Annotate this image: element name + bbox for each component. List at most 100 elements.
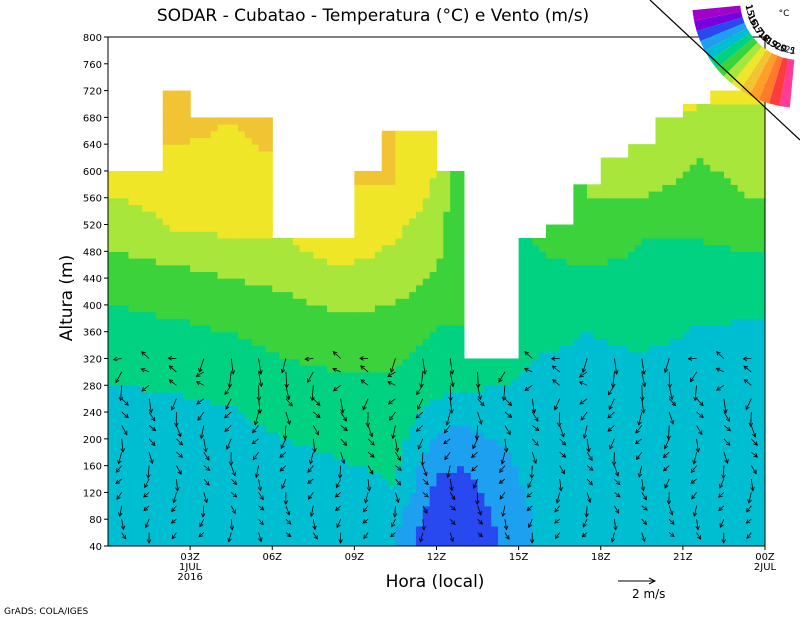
temperature-cell (696, 499, 704, 507)
temperature-cell (634, 271, 643, 279)
temperature-cell (285, 244, 294, 252)
temperature-cell (265, 284, 273, 293)
temperature-cell (361, 258, 369, 266)
temperature-cell (108, 458, 116, 467)
temperature-cell (203, 117, 212, 125)
temperature-cell (121, 264, 130, 273)
temperature-cell (279, 519, 287, 527)
temperature-cell (723, 465, 732, 473)
temperature-cell (251, 217, 260, 226)
temperature-cell (648, 251, 657, 259)
temperature-cell (162, 157, 171, 165)
temperature-cell (628, 351, 636, 360)
temperature-cell (429, 298, 438, 306)
temperature-cell (374, 438, 383, 447)
temperature-cell (265, 144, 273, 152)
temperature-cell (108, 271, 116, 279)
temperature-cell (689, 231, 698, 239)
temperature-cell (135, 264, 143, 273)
temperature-cell (621, 291, 629, 299)
temperature-cell (614, 525, 622, 534)
temperature-cell (272, 532, 280, 540)
temperature-cell (128, 519, 136, 527)
temperature-cell (374, 458, 383, 467)
temperature-cell (374, 425, 383, 433)
temperature-cell (347, 251, 355, 259)
temperature-cell (525, 264, 533, 273)
temperature-cell (525, 251, 533, 259)
temperature-cell (155, 204, 164, 212)
temperature-cell (395, 532, 403, 540)
temperature-cell (279, 412, 287, 420)
temperature-cell (450, 338, 458, 346)
temperature-cell (463, 438, 472, 447)
temperature-cell (539, 425, 547, 433)
temperature-cell (409, 458, 417, 467)
temperature-cell (717, 258, 725, 266)
temperature-cell (525, 525, 533, 534)
temperature-cell (265, 519, 273, 527)
temperature-cell (662, 345, 670, 353)
temperature-cell (436, 432, 444, 440)
temperature-cell (710, 371, 718, 380)
temperature-cell (231, 291, 239, 299)
temperature-cell (190, 251, 198, 259)
temperature-cell (669, 472, 677, 480)
temperature-cell (210, 244, 219, 252)
temperature-cell (395, 204, 403, 212)
temperature-cell (217, 197, 225, 206)
temperature-cell (703, 432, 711, 440)
temperature-cell (183, 445, 191, 453)
temperature-cell (135, 385, 143, 393)
temperature-cell (587, 425, 595, 433)
temperature-cell (196, 271, 205, 279)
temperature-cell (265, 304, 273, 313)
temperature-cell (327, 385, 335, 393)
temperature-cell (525, 519, 533, 527)
temperature-cell (676, 164, 684, 172)
temperature-cell (580, 231, 588, 239)
temperature-cell (203, 505, 212, 514)
temperature-cell (450, 278, 458, 286)
temperature-cell (689, 318, 698, 326)
temperature-cell (340, 452, 349, 460)
temperature-cell (258, 271, 266, 279)
temperature-cell (169, 204, 178, 212)
temperature-cell (162, 425, 171, 433)
temperature-cell (347, 338, 355, 346)
temperature-cell (395, 211, 403, 219)
temperature-cell (374, 197, 383, 206)
temperature-cell (368, 251, 376, 259)
temperature-cell (518, 271, 527, 279)
temperature-cell (313, 264, 321, 273)
temperature-cell (648, 385, 657, 393)
temperature-cell (614, 211, 622, 219)
temperature-cell (409, 217, 417, 226)
temperature-cell (368, 499, 376, 507)
temperature-cell (415, 170, 424, 179)
temperature-cell (231, 418, 239, 427)
temperature-cell (580, 418, 588, 427)
temperature-cell (299, 324, 308, 333)
temperature-cell (504, 499, 513, 507)
temperature-cell (381, 445, 390, 453)
temperature-cell (368, 539, 376, 546)
temperature-cell (176, 385, 184, 393)
temperature-cell (162, 177, 171, 185)
temperature-cell (162, 519, 171, 527)
temperature-cell (354, 184, 362, 192)
temperature-cell (641, 492, 650, 500)
temperature-cell (176, 284, 184, 293)
temperature-cell (354, 217, 362, 226)
temperature-cell (162, 251, 171, 259)
temperature-cell (723, 103, 732, 112)
temperature-cell (402, 485, 410, 494)
temperature-cell (689, 499, 698, 507)
temperature-cell (368, 425, 376, 433)
temperature-cell (409, 338, 417, 346)
temperature-cell (196, 264, 205, 273)
temperature-cell (244, 539, 253, 546)
temperature-cell (703, 371, 711, 380)
temperature-cell (142, 304, 150, 313)
temperature-cell (457, 298, 465, 306)
